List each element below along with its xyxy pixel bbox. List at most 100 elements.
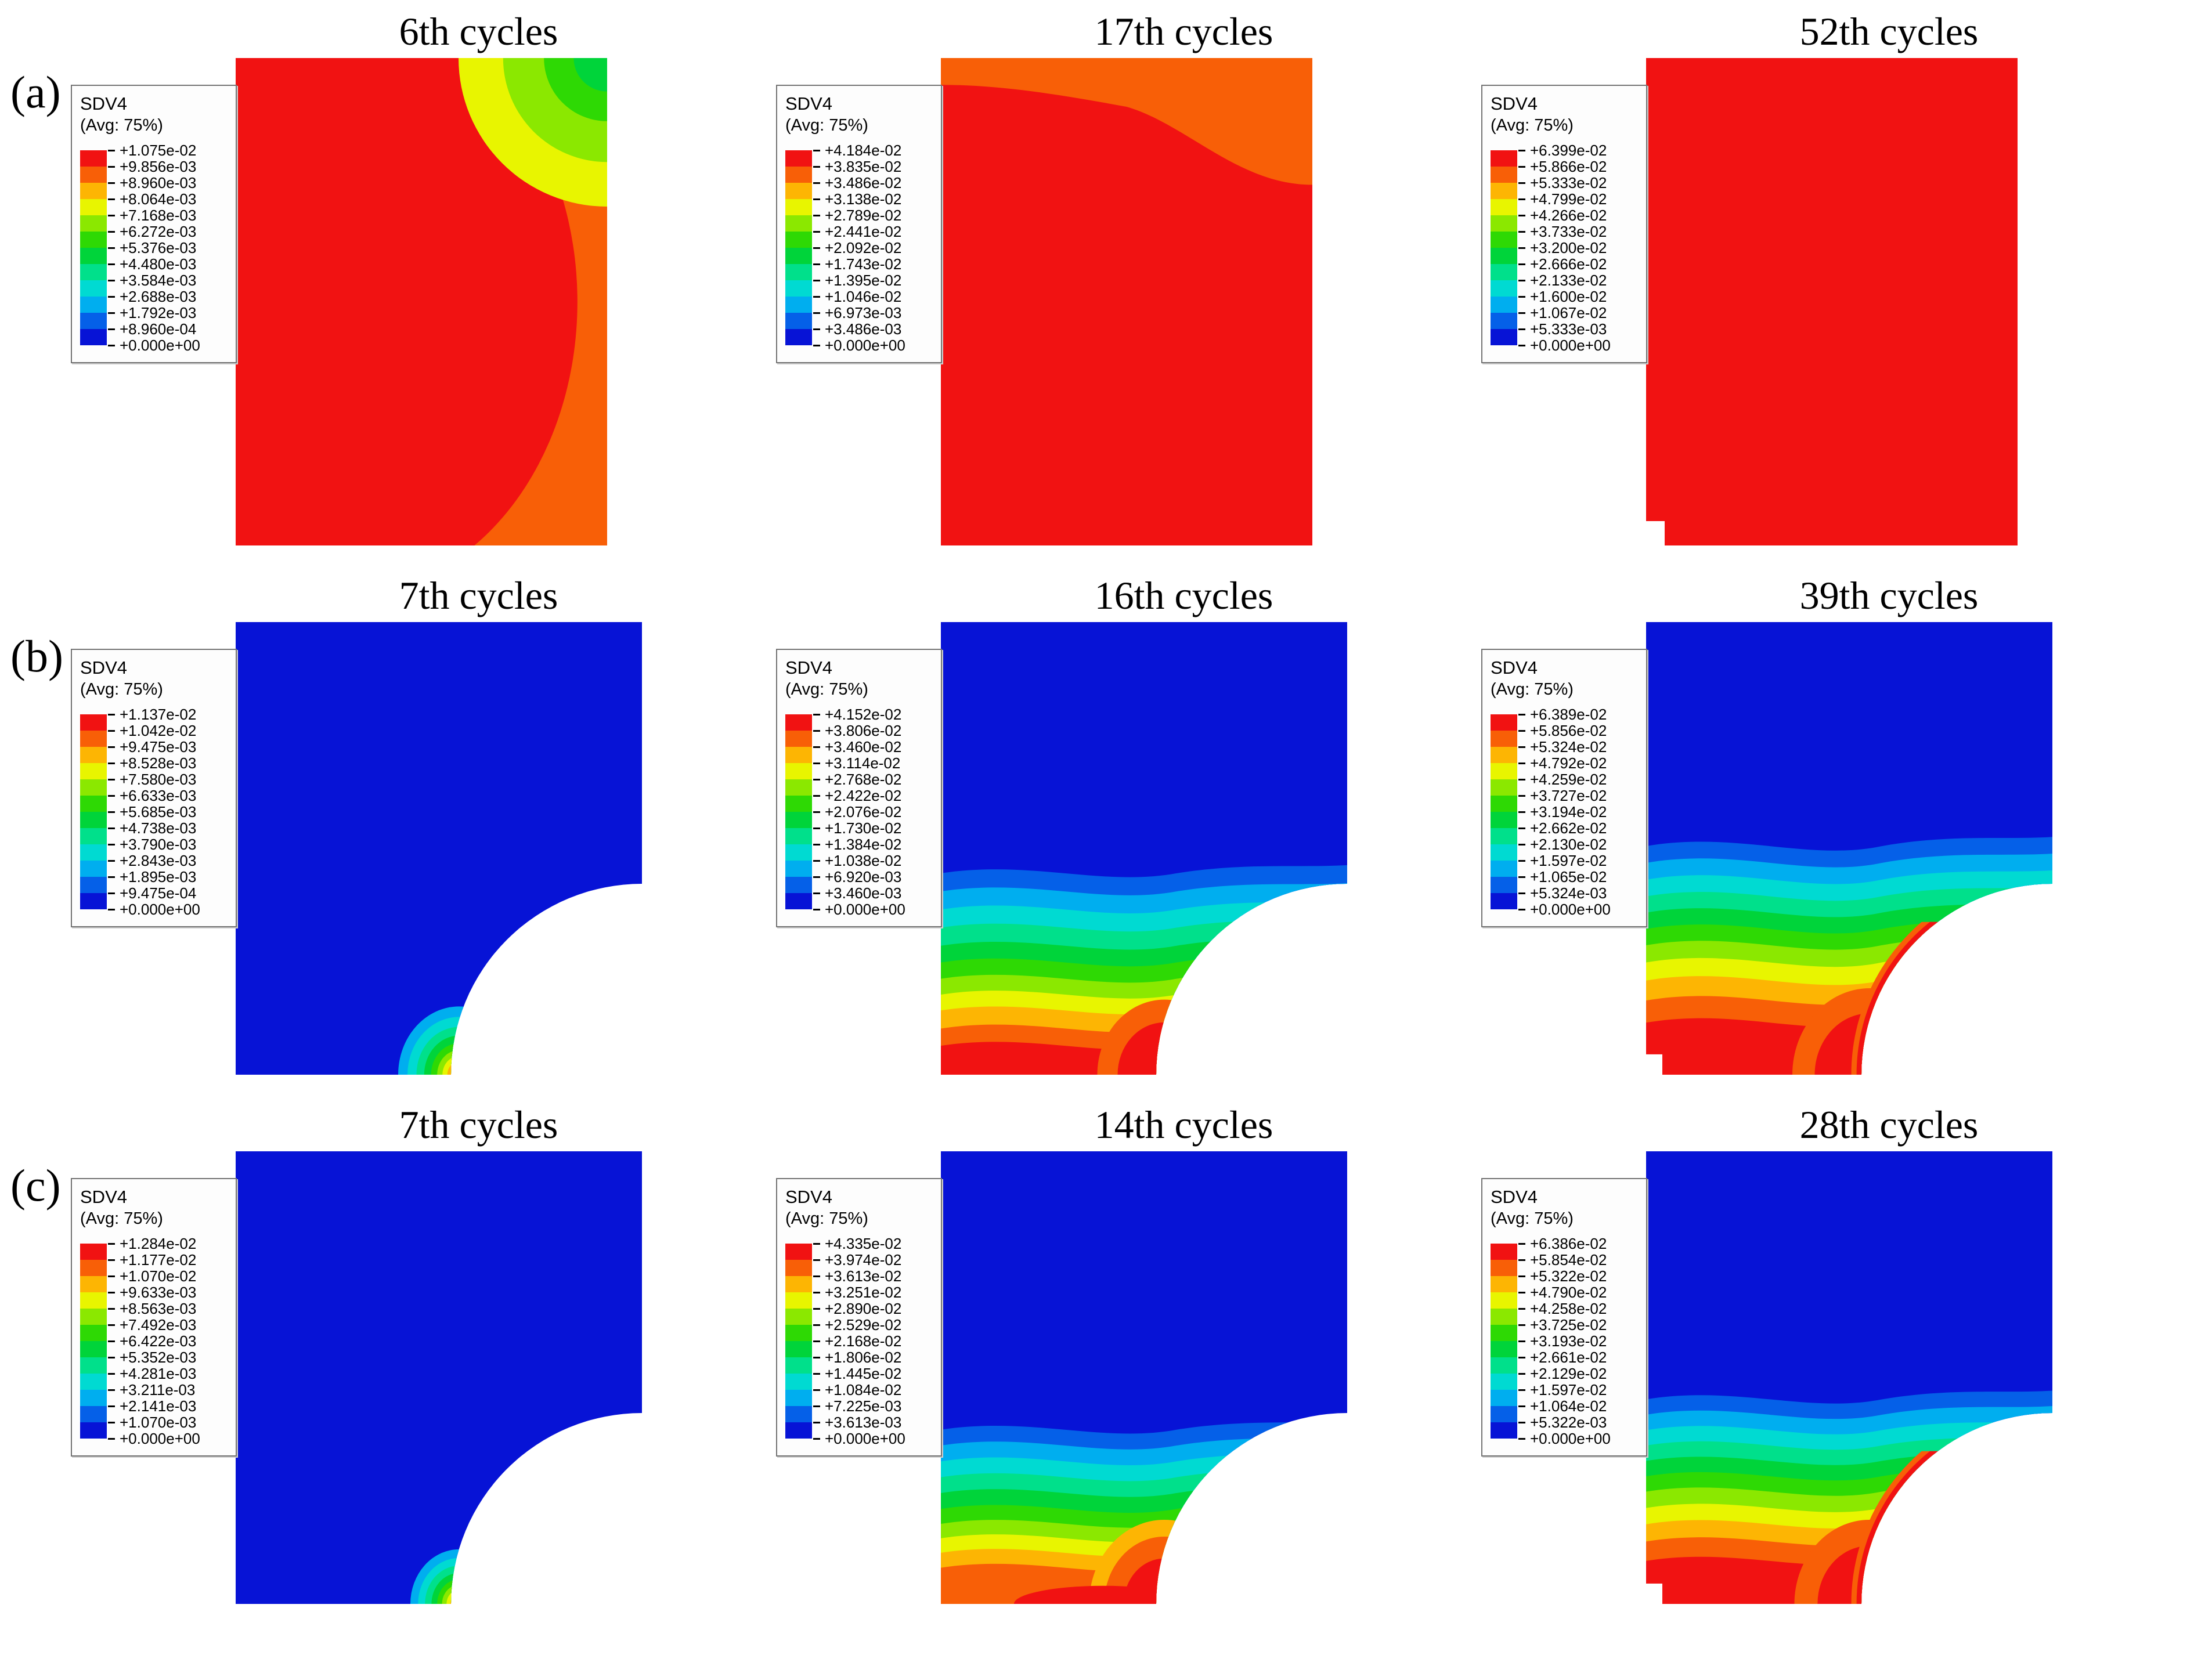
legend-tick-mark <box>1518 1340 1525 1342</box>
legend-swatch <box>785 1325 812 1341</box>
legend-value: +1.177e-02 <box>120 1251 197 1269</box>
legend-swatch <box>785 844 812 861</box>
legend-label: +4.184e-02 <box>813 142 901 159</box>
legend-tick-mark <box>813 811 820 813</box>
legend-value: +2.141e-03 <box>120 1397 197 1415</box>
legend-value: +1.600e-02 <box>1530 287 1607 305</box>
legend-swatch <box>80 1341 107 1357</box>
legend-tick-mark <box>813 859 820 862</box>
legend-box: SDV4 (Avg: 75%) +4.335e-02 +3.974e-02 +3.6… <box>776 1178 942 1457</box>
legend-swatch <box>80 183 107 199</box>
legend-value: +1.070e-02 <box>120 1267 197 1285</box>
contour-plot <box>236 1151 642 1604</box>
legend-tick-mark <box>108 1275 115 1277</box>
legend-label: +1.075e-02 <box>108 142 196 159</box>
panel-body: SDV4 (Avg: 75%) +6.389e-02 +5.856e-02 +5.3… <box>1481 622 2186 1075</box>
legend-value: +6.399e-02 <box>1530 141 1607 159</box>
legend-tick-mark <box>813 1389 820 1391</box>
legend-label: +5.324e-02 <box>1518 738 1607 756</box>
legend-variable: SDV4 <box>1491 1187 1538 1207</box>
contour-svg <box>236 58 607 545</box>
legend-label: +8.960e-03 <box>108 174 196 191</box>
legend-value: +3.114e-02 <box>825 754 901 772</box>
legend-label: +5.376e-03 <box>108 239 196 256</box>
panel-body: SDV4 (Avg: 75%) +4.335e-02 +3.974e-02 +3.6… <box>776 1151 1481 1604</box>
legend-value: +3.613e-03 <box>825 1413 902 1431</box>
legend-swatch <box>1491 248 1517 264</box>
legend-value: +6.920e-03 <box>825 868 902 886</box>
legend-tick-mark <box>813 876 820 878</box>
legend-label: +2.661e-02 <box>1518 1349 1607 1366</box>
legend-value: +3.194e-02 <box>1530 803 1607 821</box>
legend-tick-mark <box>813 182 820 184</box>
legend-value: +2.168e-02 <box>825 1332 902 1350</box>
legend-label: +4.790e-02 <box>1518 1284 1607 1301</box>
legend-swatch <box>80 812 107 828</box>
contour-panel: 52th cycles SDV4 (Avg: 75%) +6.399e-02 +5… <box>1481 8 2186 545</box>
legend-label: +1.445e-02 <box>813 1365 901 1382</box>
legend-variable: SDV4 <box>80 657 127 678</box>
legend-swatch <box>80 1309 107 1325</box>
legend-value: +2.666e-02 <box>1530 255 1607 273</box>
legend-swatch <box>80 763 107 779</box>
contour-plot <box>1646 1151 2052 1604</box>
legend-tick-mark <box>1518 344 1525 346</box>
legend-value: +4.259e-02 <box>1530 770 1607 788</box>
legend-value: +3.790e-03 <box>120 835 197 853</box>
legend-swatch <box>80 1276 107 1292</box>
legend-box: SDV4 (Avg: 75%) +6.399e-02 +5.866e-02 +5.3… <box>1481 85 1647 363</box>
legend-label: +2.529e-02 <box>813 1316 901 1334</box>
legend-label: +9.475e-03 <box>108 738 196 756</box>
legend-tick-mark <box>1518 247 1525 249</box>
legend-label: +2.441e-02 <box>813 223 901 240</box>
legend-tick-mark <box>813 214 820 216</box>
legend-swatch <box>80 297 107 313</box>
legend-label: +4.792e-02 <box>1518 754 1607 772</box>
legend-label: +6.399e-02 <box>1518 141 1607 159</box>
row-label: (b) <box>10 631 63 681</box>
legend-tick-mark <box>813 843 820 845</box>
legend-value: +8.064e-03 <box>120 190 197 208</box>
legend-label: +3.251e-02 <box>813 1284 901 1301</box>
legend-label: +4.259e-02 <box>1518 770 1607 788</box>
legend-value: +7.492e-03 <box>120 1316 197 1334</box>
legend-swatch <box>80 1406 107 1422</box>
legend-swatch <box>80 167 107 183</box>
legend-swatch <box>80 844 107 861</box>
legend-value: +2.129e-02 <box>1530 1364 1607 1382</box>
legend-swatch <box>785 150 812 167</box>
legend-swatch <box>80 215 107 232</box>
figure-row: (b) 7th cycles SDV4 (Avg: 75%) +1.137e-0… <box>7 572 2212 1075</box>
legend-label: +9.633e-03 <box>108 1284 196 1301</box>
legend-label: +2.662e-02 <box>1518 819 1607 837</box>
legend-tick-mark <box>1518 1437 1525 1440</box>
legend-value: +8.528e-03 <box>120 754 197 772</box>
legend-label: +1.600e-02 <box>1518 288 1607 305</box>
legend-swatch <box>1491 796 1517 812</box>
legend-swatch <box>1491 232 1517 248</box>
legend-tick-mark <box>1518 892 1525 894</box>
legend-value: +2.789e-02 <box>825 206 902 224</box>
legend-swatch <box>785 248 812 264</box>
legend-scale: +6.386e-02 +5.854e-02 +5.322e-02 +4.790e-02… <box>1491 1235 1637 1450</box>
legend-swatch <box>785 1260 812 1276</box>
legend-value: +1.046e-02 <box>825 287 902 305</box>
legend-tick-mark <box>1518 908 1525 910</box>
legend-label: +2.768e-02 <box>813 771 901 788</box>
legend-variable: SDV4 <box>1491 657 1538 678</box>
legend-label: +4.152e-02 <box>813 706 901 723</box>
panel-title: 28th cycles <box>1799 1103 1979 1147</box>
legend-swatch <box>80 1325 107 1341</box>
legend-swatch <box>1491 329 1517 345</box>
legend-tick-mark <box>108 149 115 151</box>
legend-value: +1.070e-03 <box>120 1413 197 1431</box>
panel-title: 52th cycles <box>1799 9 1979 53</box>
legend-label: +5.324e-03 <box>1518 884 1607 902</box>
legend-swatch <box>785 280 812 297</box>
legend-label: +4.480e-03 <box>108 255 196 273</box>
legend-swatch <box>785 1390 812 1406</box>
legend-swatch <box>80 1357 107 1374</box>
legend-label: +5.856e-02 <box>1518 722 1607 739</box>
contour-plot <box>236 58 607 545</box>
legend-label: +4.258e-02 <box>1518 1300 1607 1317</box>
